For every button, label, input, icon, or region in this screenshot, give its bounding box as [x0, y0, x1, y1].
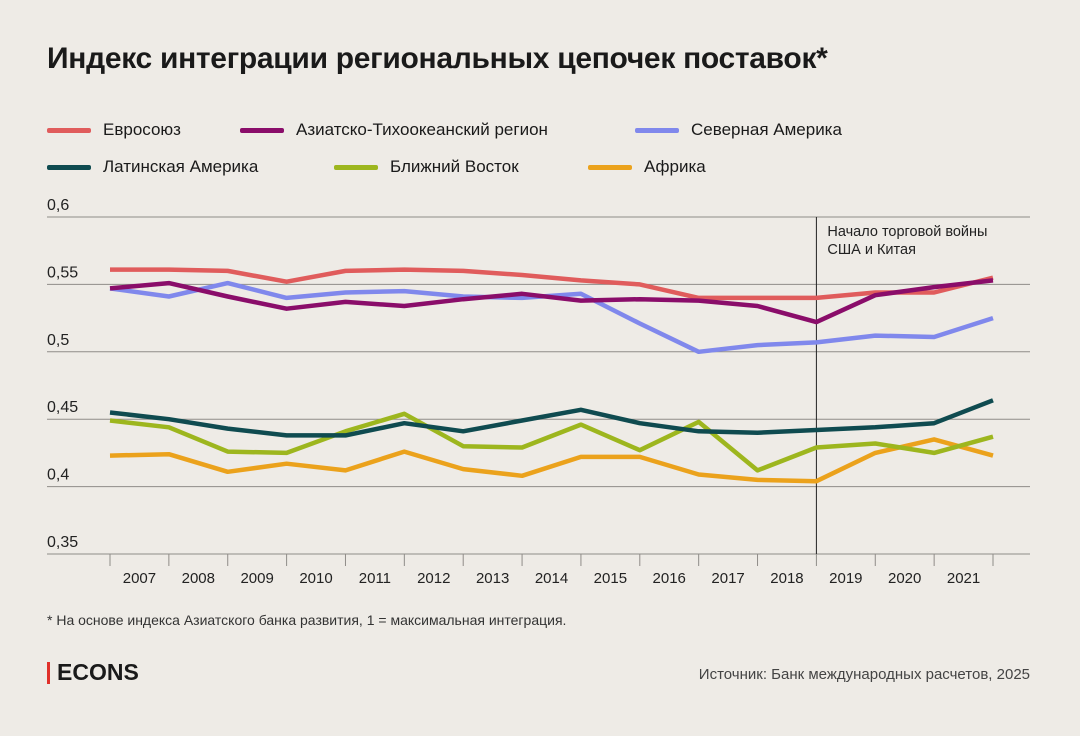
series-line-0 — [110, 267, 994, 301]
legend-item-middle-east: Ближний Восток — [334, 157, 519, 177]
legend-item-apac: Азиатско-Тихоокеанский регион — [240, 120, 548, 140]
x-tick-label: 2015 — [594, 570, 627, 587]
annotation-text: Начало торговой войны — [827, 224, 987, 240]
x-tick-label: 2010 — [299, 570, 332, 587]
legend-label: Африка — [644, 157, 706, 176]
legend-swatch — [240, 127, 284, 133]
series-line-4 — [109, 411, 994, 473]
legend-label: Евросоюз — [103, 120, 181, 139]
y-tick-label: 0,35 — [47, 534, 78, 551]
x-tick-label: 2008 — [182, 570, 215, 587]
x-tick-label: 2009 — [240, 570, 273, 587]
y-tick-label: 0,5 — [47, 332, 69, 349]
x-tick-label: 2016 — [653, 570, 686, 587]
legend-swatch — [334, 164, 378, 170]
annotation-text: США и Китая — [827, 242, 916, 258]
legend-item-africa: Африка — [588, 157, 706, 177]
x-tick-label: 2012 — [417, 570, 450, 587]
series-line-3 — [109, 398, 994, 438]
y-tick-label: 0,45 — [47, 399, 78, 416]
legend-label: Латинская Америка — [103, 157, 259, 176]
legend-label: Северная Америка — [691, 120, 842, 139]
x-tick-label: 2013 — [476, 570, 509, 587]
x-tick-label: 2014 — [535, 570, 568, 587]
logo: ECONS — [47, 659, 139, 686]
legend-swatch — [635, 127, 679, 133]
logo-text: ECONS — [57, 659, 139, 685]
legend-item-eu: Евросоюз — [47, 120, 181, 140]
footnote: * На основе индекса Азиатского банка раз… — [47, 612, 567, 628]
logo-bar — [47, 661, 50, 684]
legend-item-north-america: Северная Америка — [635, 120, 842, 140]
legend-item-latin-america: Латинская Америка — [47, 157, 258, 177]
legend-swatch — [47, 164, 91, 170]
x-tick-label: 2021 — [947, 570, 980, 587]
series-line-1 — [109, 278, 994, 325]
x-tick-label: 2020 — [888, 570, 921, 587]
y-tick-label: 0,6 — [47, 197, 69, 214]
series-line-5 — [109, 437, 994, 484]
y-tick-label: 0,4 — [47, 467, 69, 484]
source: Источник: Банк международных расчетов, 2… — [698, 666, 1030, 683]
x-tick-label: 2017 — [711, 570, 744, 587]
x-tick-label: 2019 — [829, 570, 862, 587]
chart-title: Индекс интеграции региональных цепочек п… — [47, 42, 828, 75]
x-tick-label: 2018 — [770, 570, 803, 587]
legend-label: Азиатско-Тихоокеанский регион — [296, 120, 548, 139]
x-tick-label: 2007 — [123, 570, 156, 587]
legend-label: Ближний Восток — [390, 157, 519, 176]
legend-swatch — [588, 164, 632, 170]
x-tick-label: 2011 — [359, 570, 391, 587]
legend-swatch — [47, 127, 91, 133]
y-tick-label: 0,55 — [47, 264, 78, 281]
